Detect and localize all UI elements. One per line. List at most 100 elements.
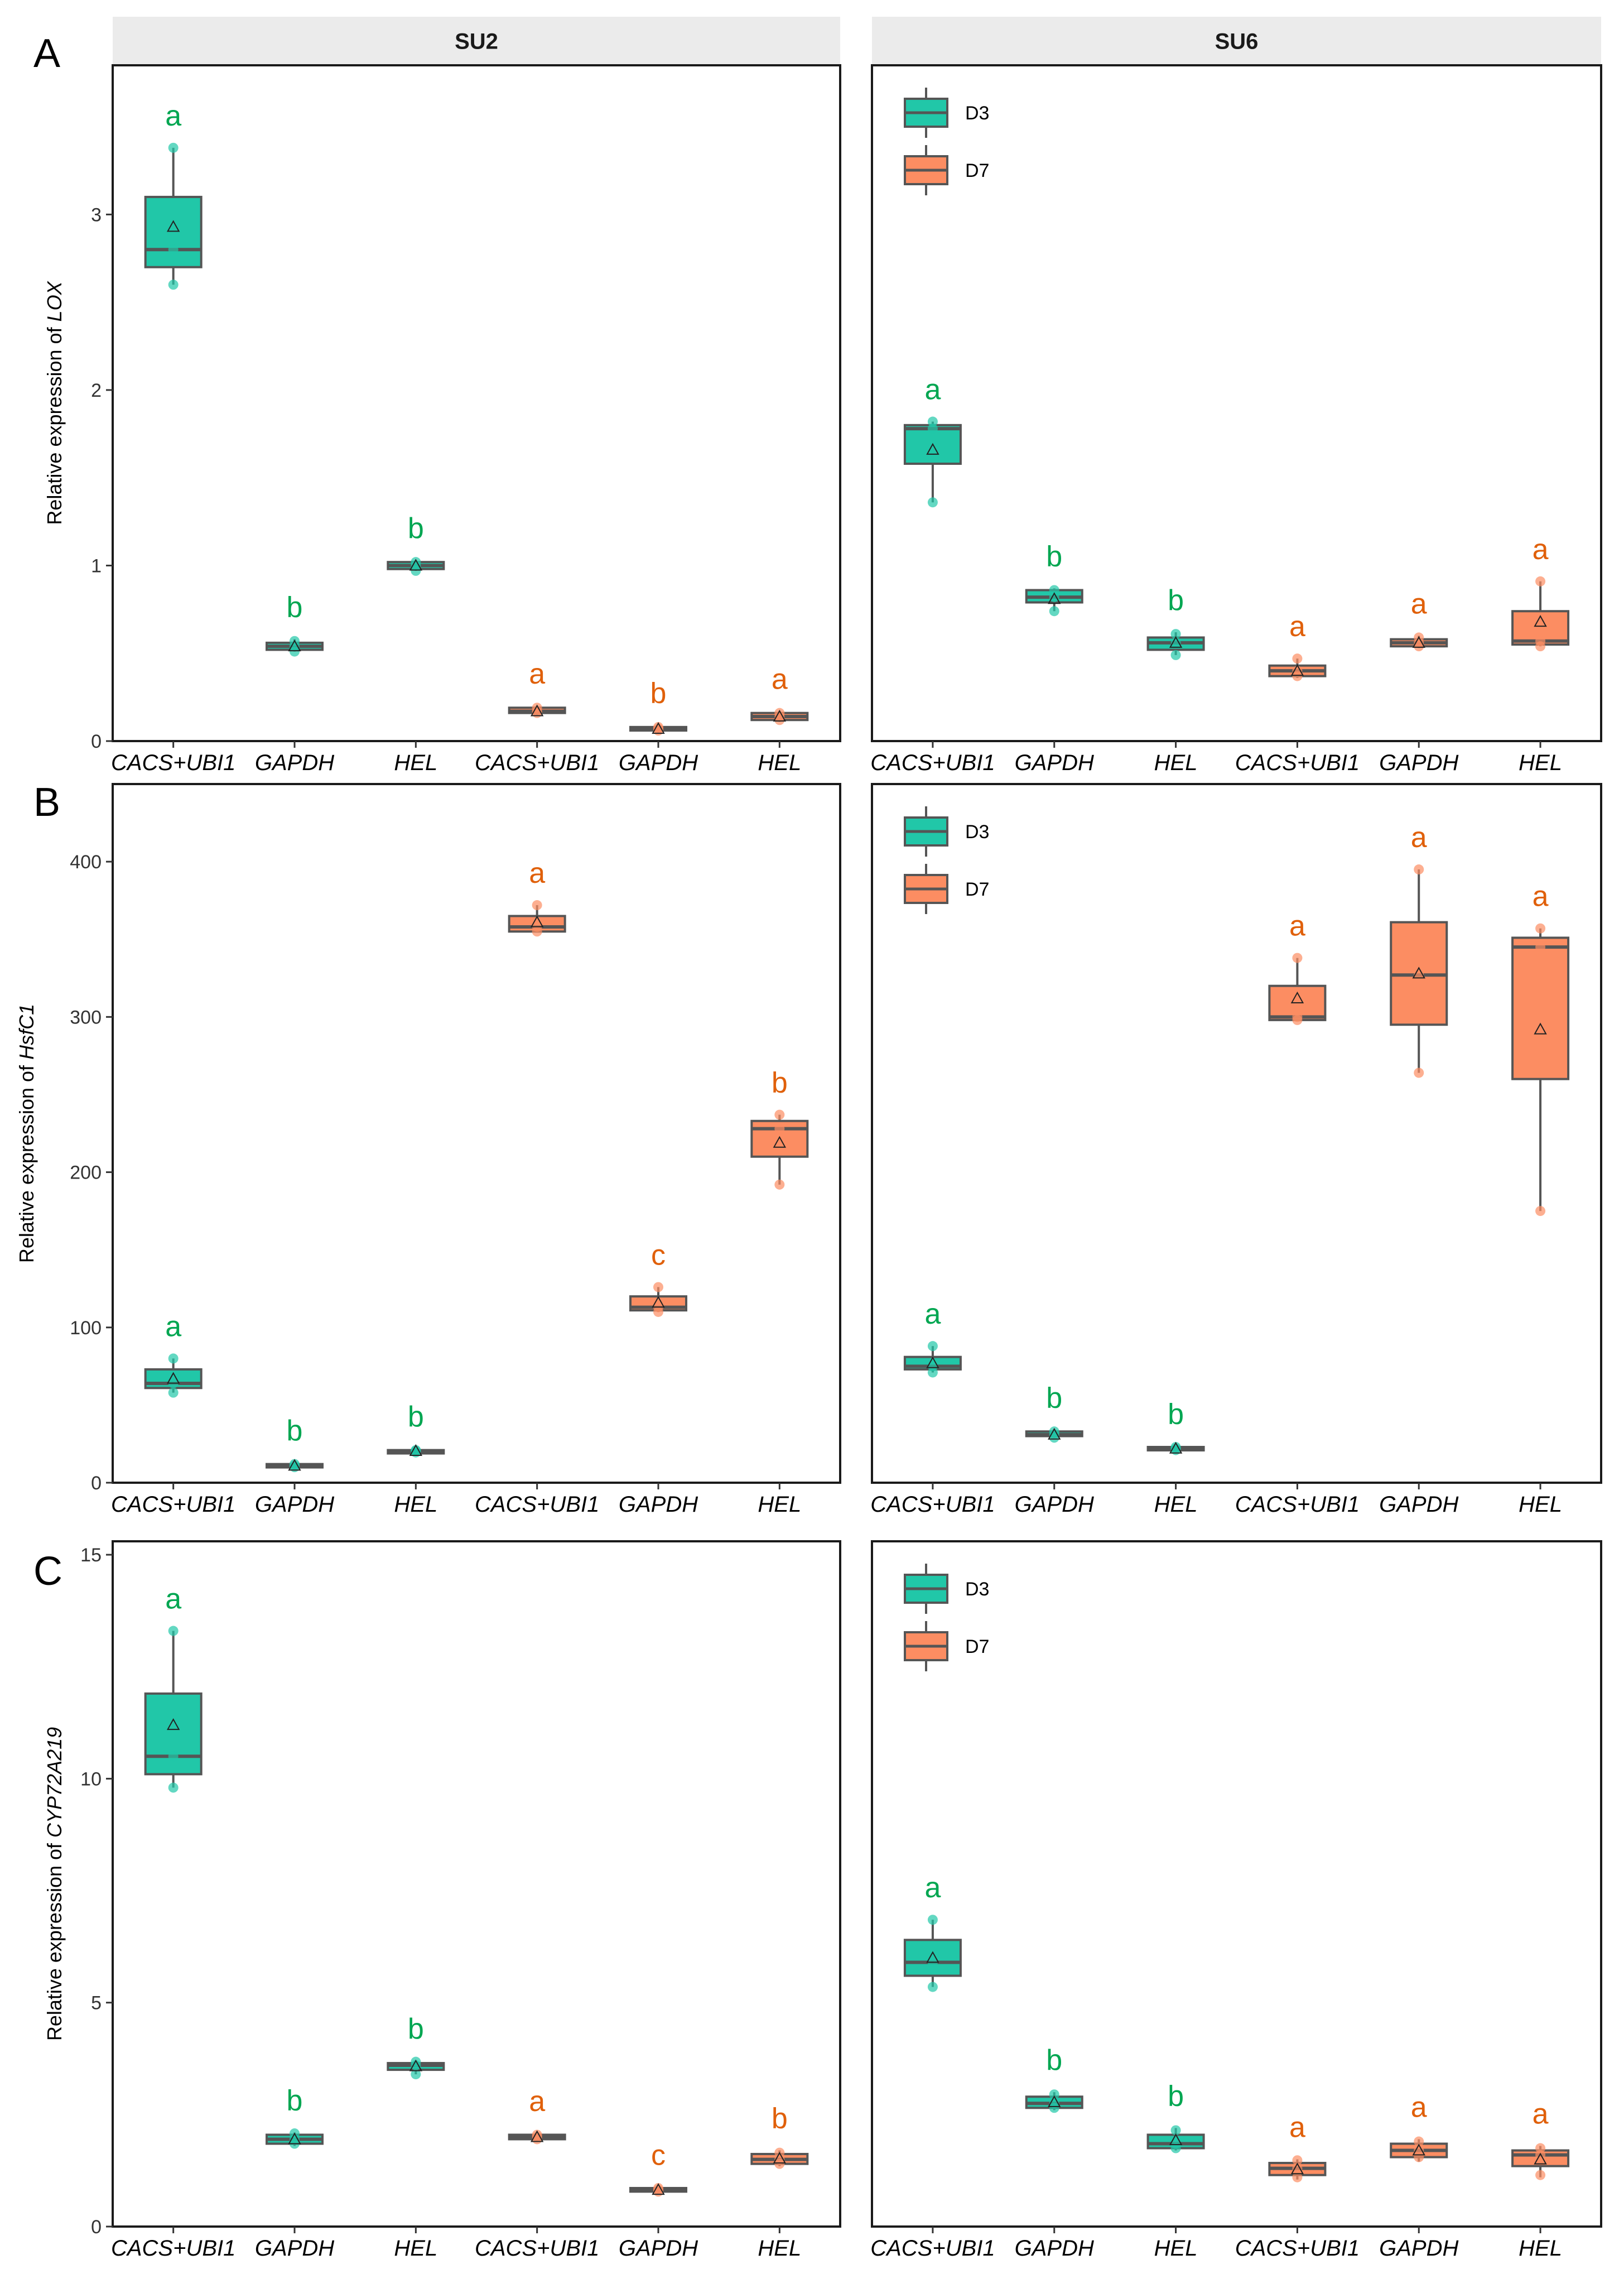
significance-letter: b bbox=[1046, 1382, 1062, 1414]
box-d3-cacs-ubi1: a bbox=[144, 1310, 203, 1398]
significance-letter: b bbox=[650, 677, 667, 710]
legend-label-d3: D3 bbox=[965, 821, 989, 843]
mean-marker bbox=[1412, 967, 1425, 979]
data-point bbox=[1049, 2089, 1059, 2100]
significance-letter: a bbox=[165, 100, 181, 132]
significance-letter: a bbox=[1411, 588, 1427, 620]
data-point bbox=[532, 900, 542, 911]
data-point bbox=[411, 1445, 421, 1455]
facet-su2: 0 5 10 15 a CACS+UBI1 b GAPDH b HEL a CACS+UBI1 c GAP… bbox=[80, 1540, 841, 2261]
mean-marker bbox=[1048, 1427, 1061, 1440]
mean-marker bbox=[652, 2183, 665, 2195]
facet-su6: a CACS+UBI1 b GAPDH b HEL a CACS+UBI1 a GAPDH a HEL… bbox=[870, 1540, 1602, 2261]
panel-b: B Relative expression of HsfC1 0 100 200 300 4… bbox=[15, 780, 1602, 1517]
mean-marker bbox=[1290, 664, 1304, 676]
data-point bbox=[1292, 653, 1303, 664]
facet-su2: 0 1 2 3 a CACS+UBI1 b GAPDH b HEL a CACS+UBI1 b GAPDH… bbox=[91, 64, 841, 775]
x-tick-label: GAPDH bbox=[1379, 1492, 1458, 1517]
mean-marker bbox=[1534, 2152, 1547, 2165]
plot-frame bbox=[871, 1540, 1602, 2228]
data-point bbox=[1535, 576, 1546, 586]
significance-letter: a bbox=[529, 857, 545, 890]
facet-su2: 0 100 200 300 400 a CACS+UBI1 b GAPDH b HEL a CACS+U… bbox=[70, 783, 841, 1517]
data-point bbox=[411, 2069, 421, 2080]
data-point bbox=[927, 1915, 938, 1925]
y-tick-label: 1 bbox=[91, 555, 102, 576]
box-d7-gapdh: b bbox=[629, 677, 687, 736]
y-axis-label: Relative expression of HsfC1 bbox=[15, 1004, 38, 1263]
box-d7-cacs-ubi1: a bbox=[508, 658, 566, 718]
y-axis-label-gene: HsfC1 bbox=[15, 1004, 38, 1060]
data-point bbox=[1535, 2143, 1546, 2153]
significance-letter: b bbox=[408, 1401, 424, 1433]
box-d7-hel: a bbox=[1511, 881, 1570, 1217]
box-d7-gapdh: c bbox=[629, 2139, 687, 2197]
x-tick-label: CACS+UBI1 bbox=[475, 1492, 599, 1517]
mean-marker bbox=[166, 1372, 180, 1384]
data-point bbox=[1292, 953, 1303, 963]
facet-title: SU2 bbox=[455, 30, 498, 54]
panel-letter: C bbox=[33, 1549, 62, 1594]
data-point bbox=[653, 2182, 663, 2193]
x-tick-label: GAPDH bbox=[1379, 751, 1458, 775]
y-axis-label-prefix: Relative expression of bbox=[43, 1838, 66, 2041]
mean-marker bbox=[1534, 1022, 1547, 1035]
x-tick-label: GAPDH bbox=[255, 1492, 334, 1517]
significance-letter: b bbox=[1046, 540, 1062, 573]
box-d7-gapdh: c bbox=[629, 1239, 687, 1317]
box-d3-gapdh: b bbox=[266, 2084, 324, 2149]
x-tick-label: GAPDH bbox=[255, 751, 334, 775]
mean-marker bbox=[1048, 592, 1061, 604]
significance-letter: a bbox=[924, 1872, 941, 1904]
mean-marker bbox=[773, 709, 787, 722]
data-point bbox=[653, 1282, 663, 1292]
x-tick-label: CACS+UBI1 bbox=[111, 2236, 235, 2261]
data-point bbox=[927, 424, 938, 434]
mean-marker bbox=[530, 2130, 544, 2142]
legend: D3 D7 bbox=[904, 1564, 989, 1671]
significance-letter: b bbox=[287, 592, 303, 624]
x-tick-label: GAPDH bbox=[1379, 2236, 1458, 2261]
x-tick-label: GAPDH bbox=[255, 2236, 334, 2261]
mean-marker bbox=[1169, 636, 1183, 648]
box-d7-cacs-ubi1: a bbox=[508, 857, 566, 937]
mean-marker bbox=[652, 722, 665, 734]
mean-marker bbox=[773, 1136, 787, 1148]
mean-marker bbox=[166, 220, 180, 232]
data-point bbox=[1170, 1442, 1181, 1453]
mean-marker bbox=[288, 640, 301, 652]
x-tick-label: CACS+UBI1 bbox=[1235, 1492, 1360, 1517]
box-d7-hel: a bbox=[750, 664, 809, 725]
box-d3-cacs-ubi1: a bbox=[144, 1583, 203, 1793]
data-point bbox=[1292, 666, 1303, 676]
box-d7-cacs-ubi1: a bbox=[1268, 610, 1327, 681]
significance-letter: a bbox=[529, 658, 545, 690]
y-axis-label-gene: LOX bbox=[43, 280, 66, 321]
mean-marker bbox=[1290, 2162, 1304, 2175]
panel-letter: B bbox=[33, 780, 60, 825]
significance-letter: b bbox=[1168, 2080, 1184, 2112]
x-tick-label: HEL bbox=[1154, 1492, 1198, 1517]
significance-letter: a bbox=[924, 374, 941, 406]
x-tick-label: HEL bbox=[394, 1492, 437, 1517]
data-point bbox=[1049, 585, 1059, 595]
data-point bbox=[1049, 606, 1059, 617]
data-point bbox=[1535, 942, 1546, 953]
mean-marker bbox=[1169, 1441, 1183, 1454]
mean-marker bbox=[1048, 2095, 1061, 2107]
y-axis-label-gene: CYP72A219 bbox=[43, 1727, 66, 1838]
y-tick-label: 15 bbox=[80, 1545, 102, 1566]
data-point bbox=[927, 1982, 938, 1992]
x-tick-label: CACS+UBI1 bbox=[475, 751, 599, 775]
mean-marker bbox=[652, 1296, 665, 1308]
data-point bbox=[532, 2129, 542, 2140]
x-tick-label: GAPDH bbox=[1015, 1492, 1094, 1517]
significance-letter: b bbox=[287, 1415, 303, 1447]
data-point bbox=[927, 1361, 938, 1372]
box-d7-hel: a bbox=[1511, 533, 1570, 652]
box-d3-hel: b bbox=[387, 1401, 445, 1458]
x-tick-label: CACS+UBI1 bbox=[111, 751, 235, 775]
data-point bbox=[653, 722, 663, 732]
facet-su6: a CACS+UBI1 b GAPDH b HEL a CACS+UBI1 a GAPDH a HEL… bbox=[870, 64, 1602, 775]
